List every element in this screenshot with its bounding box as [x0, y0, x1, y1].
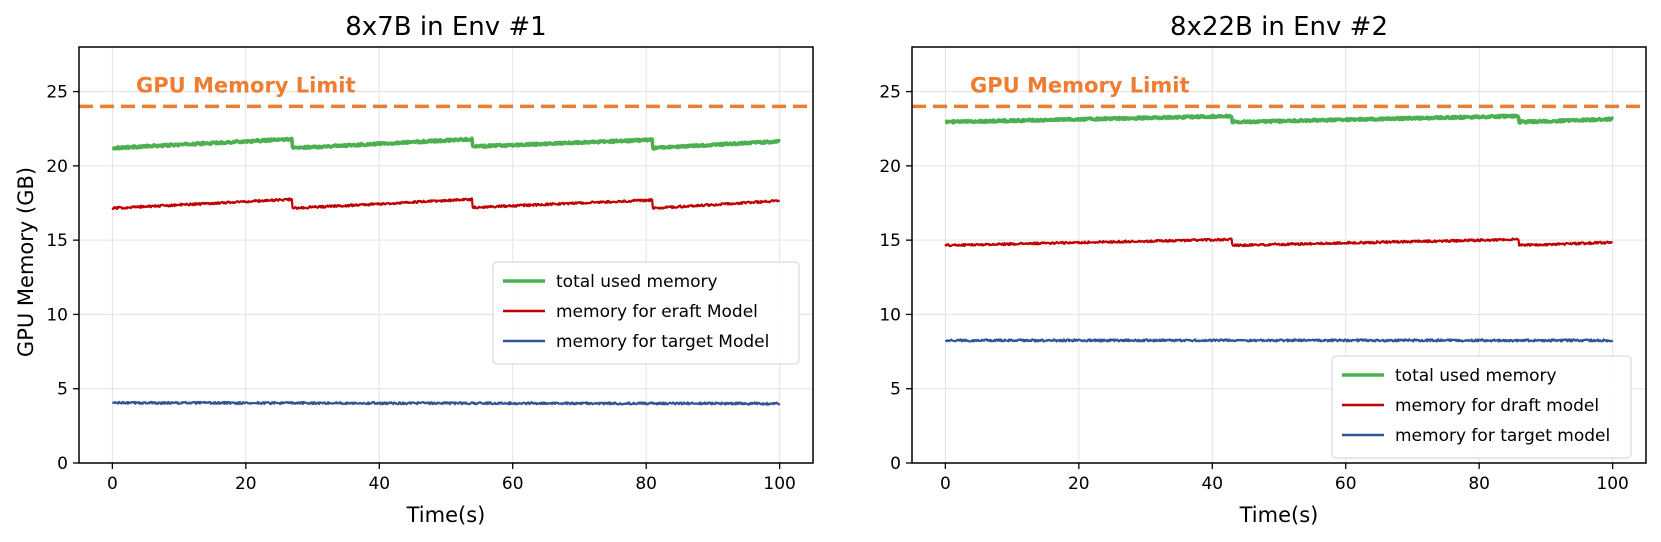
plot-frame: [911, 46, 1647, 464]
legend-box: [492, 261, 800, 365]
x-tick-label: 80: [1468, 474, 1490, 494]
y-tick-label: 20: [46, 157, 68, 177]
x-tick-label: 0: [940, 474, 951, 494]
series-line-3: [944, 338, 1614, 343]
y-tick-label: 10: [46, 305, 68, 325]
series-line-2: [111, 197, 780, 211]
legend-label-1: total used memory: [556, 272, 718, 292]
legend-label-2: memory for eraft Model: [556, 302, 758, 322]
plot-frame: [78, 46, 814, 464]
x-tick-label: 20: [235, 474, 257, 494]
x-axis-label: Time(s): [1239, 503, 1319, 527]
x-tick-label: 20: [1068, 474, 1090, 494]
x-tick-label: 40: [1201, 474, 1223, 494]
x-tick-label: 60: [502, 474, 524, 494]
chart-panel-2: 8x22B in Env #2 0 20 40 60 80 100 0 5 10 15 20 25 Tim…: [879, 12, 1647, 527]
y-tick-label: 10: [879, 305, 901, 325]
legend-label-3: memory for target Model: [556, 332, 769, 352]
memory-limit-label: GPU Memory Limit: [970, 73, 1190, 97]
series-line-3: [112, 400, 781, 406]
series-line-1: [944, 113, 1615, 125]
series-line-1: [111, 136, 782, 151]
x-tick-label: 40: [368, 474, 390, 494]
legend-label-1: total used memory: [1395, 366, 1557, 386]
legend: total used memory memory for draft model m…: [1331, 355, 1632, 459]
y-tick-label: 25: [879, 83, 901, 103]
x-axis-label: Time(s): [406, 503, 486, 527]
y-tick-label: 25: [46, 83, 68, 103]
memory-limit-label: GPU Memory Limit: [136, 73, 356, 97]
y-tick-label: 15: [46, 231, 68, 251]
x-tick-label: 80: [635, 474, 657, 494]
x-tick-label: 60: [1335, 474, 1357, 494]
y-tick-label: 0: [57, 454, 68, 474]
y-tick-label: 15: [879, 231, 901, 251]
chart-panel-1: 8x7B in Env #1 0 20 40 60 80 100 0 5 10 15 20 25 Time…: [46, 12, 814, 527]
legend: total used memory memory for eraft Model m…: [492, 261, 800, 365]
legend-label-3: memory for target model: [1395, 426, 1610, 446]
x-tick-label: 0: [107, 474, 118, 494]
chart-title: 8x22B in Env #2: [1170, 12, 1388, 42]
x-tick-label: 100: [1596, 474, 1628, 494]
y-tick-label: 20: [879, 157, 901, 177]
series-line-2: [944, 237, 1614, 248]
y-tick-label: 5: [890, 380, 901, 400]
legend-box: [1331, 355, 1632, 459]
y-tick-label: 0: [890, 454, 901, 474]
legend-label-2: memory for draft model: [1395, 396, 1599, 416]
y-tick-label: 5: [57, 380, 68, 400]
y-axis-label: GPU Memory (GB): [14, 167, 38, 357]
chart-title: 8x7B in Env #1: [345, 12, 546, 42]
x-tick-label: 100: [763, 474, 795, 494]
